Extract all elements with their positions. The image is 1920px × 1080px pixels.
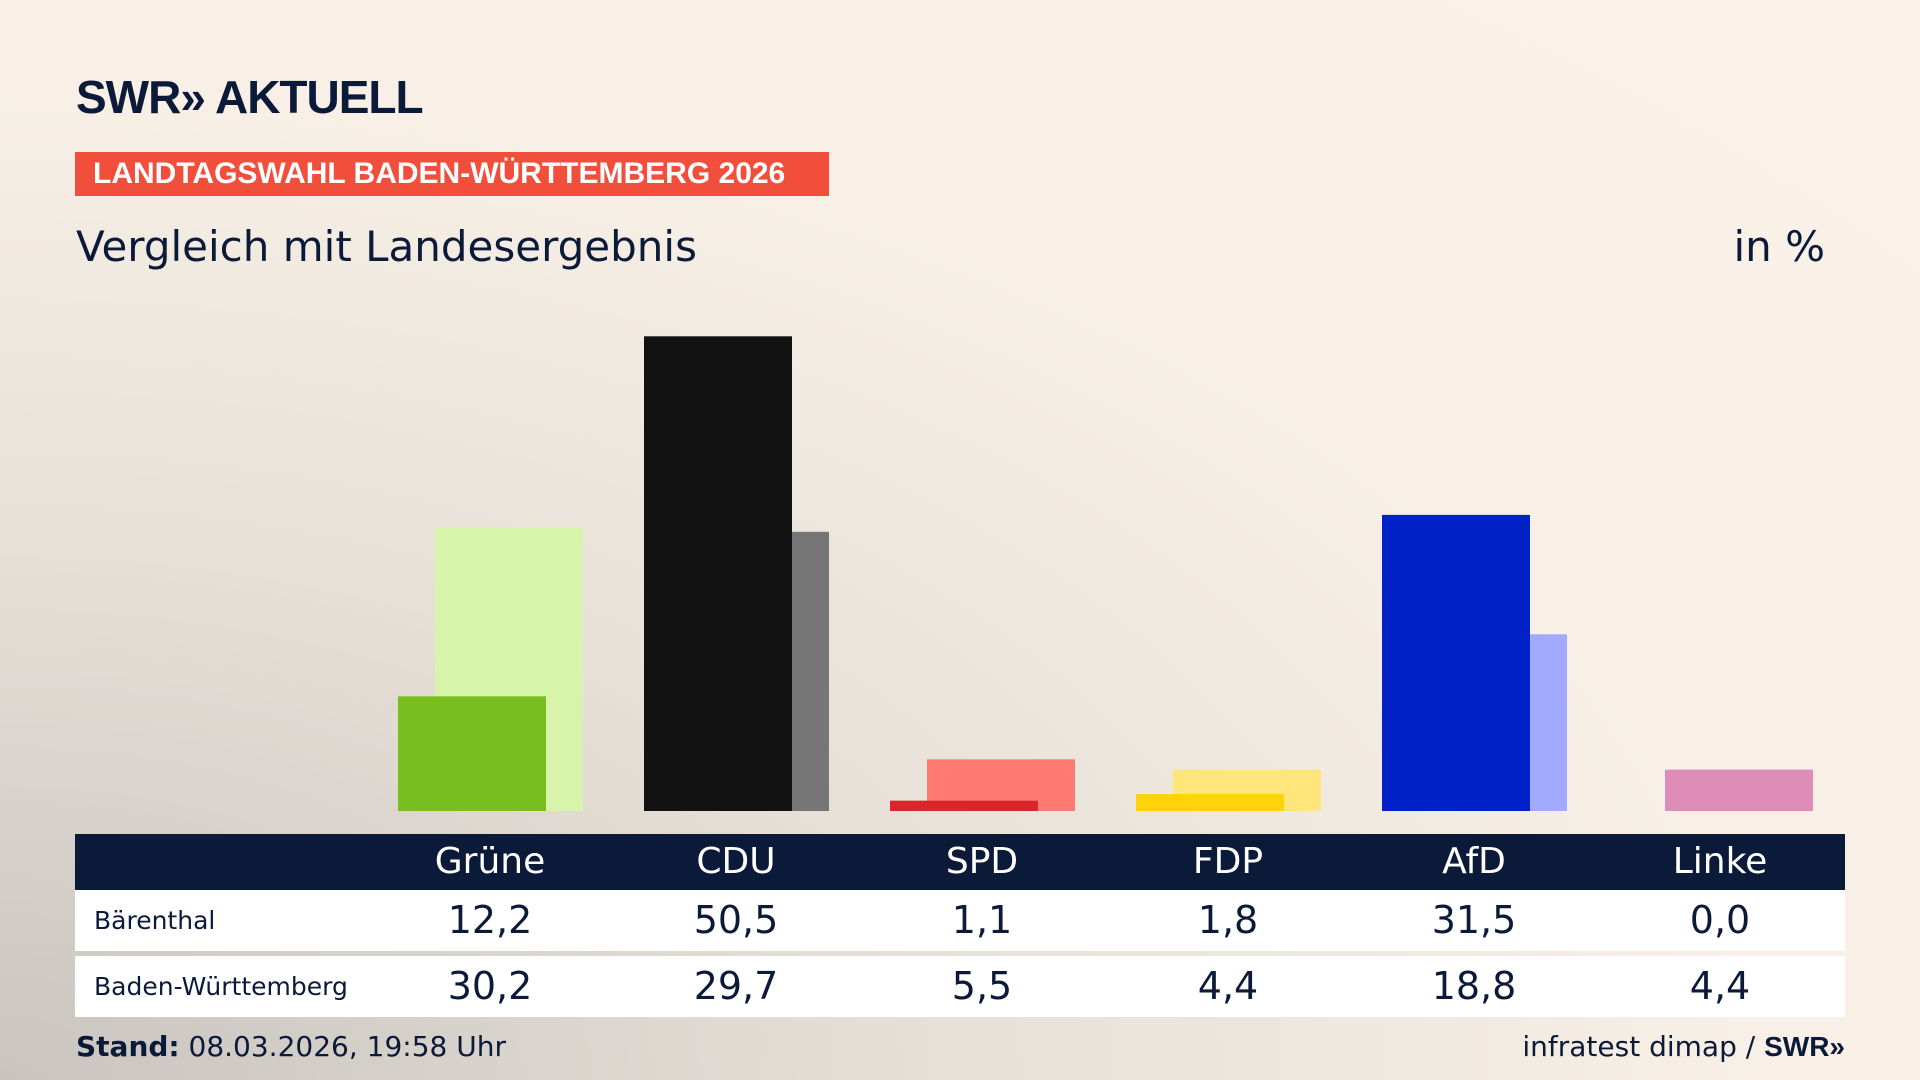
column-header: CDU	[696, 841, 776, 882]
column-header: Grüne	[434, 841, 546, 882]
timestamp: Stand: 08.03.2026, 19:58 Uhr	[76, 1030, 506, 1063]
stand-value: 08.03.2026, 19:58 Uhr	[179, 1030, 506, 1063]
row-label: Baden-Württemberg	[94, 972, 348, 1001]
table-row: Bärenthal 12,2 50,5 1,1 1,8 31,5 0,0	[75, 890, 1845, 951]
value-cell: 50,5	[693, 898, 779, 942]
value-cell: 29,7	[693, 964, 779, 1008]
column-header: SPD	[945, 841, 1019, 882]
row-label: Bärenthal	[94, 906, 216, 935]
bar-local-cdu	[644, 336, 792, 811]
value-cell: 4,4	[1689, 964, 1751, 1008]
value-cell: 0,0	[1689, 898, 1751, 942]
value-cell: 31,5	[1431, 898, 1517, 942]
value-cell: 30,2	[447, 964, 533, 1008]
value-cell: 1,8	[1197, 898, 1259, 942]
bar-local-grüne	[398, 696, 546, 811]
swr-logo-small: SWR»	[1764, 1031, 1845, 1062]
table-row: Baden-Württemberg 30,2 29,7 5,5 4,4 18,8 4,4	[75, 956, 1845, 1017]
bar-chart	[398, 336, 1813, 811]
unit-label: in %	[1733, 222, 1825, 271]
value-cell: 12,2	[447, 898, 533, 942]
value-cell: 18,8	[1431, 964, 1517, 1008]
column-header: AfD	[1442, 841, 1506, 882]
source-text: infratest dimap /	[1522, 1030, 1765, 1063]
stand-label: Stand:	[76, 1030, 180, 1063]
source: infratest dimap / SWR»	[1522, 1030, 1845, 1063]
swr-aktuell-logo: SWR» AKTUELL	[76, 71, 424, 123]
value-cell: 5,5	[951, 964, 1013, 1008]
value-cell: 4,4	[1197, 964, 1259, 1008]
chart-subtitle: Vergleich mit Landesergebnis	[76, 222, 697, 271]
column-header: FDP	[1192, 841, 1264, 882]
bar-local-spd	[890, 800, 1038, 811]
election-banner: LANDTAGSWAHL BADEN-WÜRTTEMBERG 2026	[75, 152, 829, 196]
bar-state-linke	[1665, 769, 1813, 811]
bar-local-fdp	[1136, 794, 1284, 811]
column-header: Linke	[1672, 841, 1768, 882]
table-header: Grüne CDU SPD FDP AfD Linke	[75, 834, 1845, 890]
bar-local-afd	[1382, 514, 1530, 811]
results-table: Grüne CDU SPD FDP AfD Linke Bärenthal 12,2 50,5…	[75, 834, 1845, 1022]
value-cell: 1,1	[951, 898, 1013, 942]
